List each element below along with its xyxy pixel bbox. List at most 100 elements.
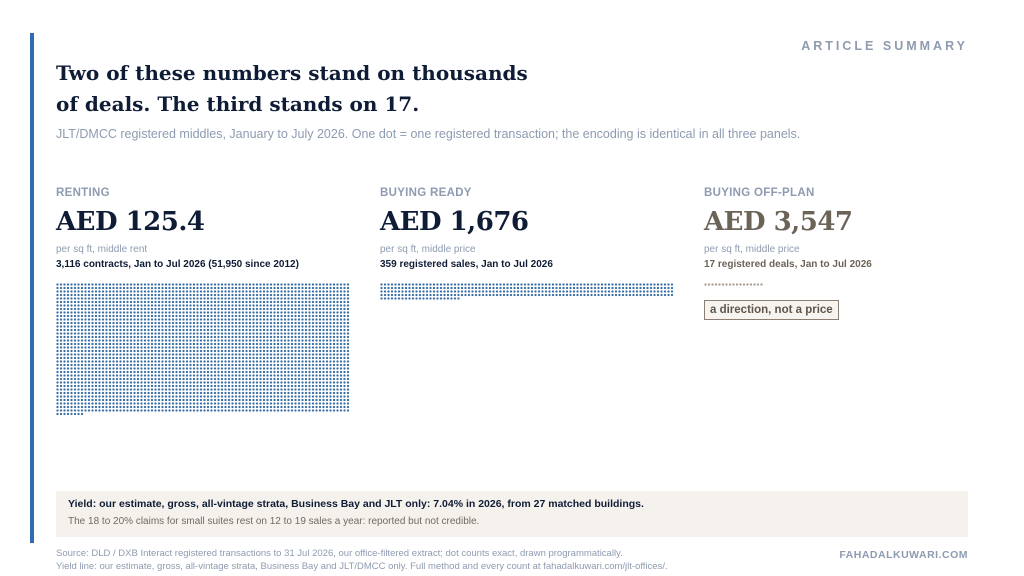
- transaction-dot: [541, 290, 544, 293]
- transaction-dot: [280, 384, 283, 388]
- transaction-dot: [336, 300, 339, 304]
- transaction-dot: [147, 314, 150, 318]
- transaction-dot: [255, 300, 259, 304]
- transaction-dot: [178, 353, 182, 356]
- transaction-dot: [171, 398, 175, 402]
- transaction-dot: [343, 356, 346, 360]
- transaction-dot: [84, 374, 87, 377]
- transaction-dot: [164, 307, 168, 311]
- transaction-dot: [105, 363, 108, 367]
- transaction-dot: [77, 374, 80, 377]
- transaction-dot: [297, 395, 301, 398]
- transaction-dot: [245, 346, 248, 349]
- transaction-dot: [91, 325, 94, 328]
- transaction-dot: [87, 391, 91, 395]
- transaction-dot: [94, 318, 98, 321]
- transaction-dot: [171, 395, 175, 398]
- transaction-dot: [346, 342, 350, 346]
- transaction-dot: [210, 391, 213, 395]
- transaction-dot: [332, 356, 336, 360]
- transaction-dot: [245, 370, 248, 374]
- transaction-dot: [59, 363, 63, 367]
- transaction-dot: [418, 286, 422, 290]
- transaction-dot: [639, 290, 642, 293]
- transaction-dot: [450, 283, 453, 286]
- transaction-dot: [143, 374, 147, 377]
- transaction-dot: [315, 405, 318, 409]
- transaction-dot: [259, 377, 262, 381]
- transaction-dot: [457, 293, 460, 297]
- transaction-dot: [175, 314, 178, 318]
- transaction-dot: [231, 349, 234, 353]
- transaction-dot: [203, 304, 206, 307]
- transaction-dot: [56, 395, 59, 398]
- transaction-dot: [231, 318, 234, 321]
- transaction-dot: [199, 356, 203, 360]
- transaction-dot: [520, 290, 523, 293]
- transaction-dot: [290, 391, 294, 395]
- transaction-dot: [266, 405, 269, 409]
- transaction-dot: [742, 283, 746, 286]
- transaction-dot: [283, 384, 287, 388]
- transaction-dot: [411, 293, 415, 297]
- transaction-dot: [436, 297, 439, 300]
- transaction-dot: [59, 325, 63, 328]
- transaction-dot: [255, 356, 259, 360]
- transaction-dot: [336, 297, 339, 300]
- transaction-dot: [315, 374, 318, 377]
- transaction-dot: [283, 381, 287, 384]
- transaction-dot: [119, 311, 122, 314]
- transaction-dot: [112, 297, 115, 300]
- transaction-dot: [178, 381, 182, 384]
- transaction-dot: [115, 367, 119, 370]
- transaction-dot: [704, 283, 707, 286]
- transaction-dot: [343, 342, 346, 346]
- transaction-dot: [80, 335, 84, 339]
- transaction-dot: [217, 314, 220, 318]
- transaction-dot: [56, 325, 59, 328]
- transaction-dot: [112, 286, 115, 290]
- transaction-dot: [304, 409, 308, 412]
- transaction-dot: [252, 314, 255, 318]
- transaction-dot: [199, 388, 203, 391]
- transaction-dot: [105, 304, 108, 307]
- transaction-dot: [332, 342, 336, 346]
- transaction-dot: [346, 311, 350, 314]
- transaction-dot: [66, 384, 70, 388]
- transaction-dot: [332, 314, 336, 318]
- transaction-dot: [506, 283, 509, 286]
- transaction-dot: [311, 391, 315, 395]
- transaction-dot: [185, 325, 189, 328]
- transaction-dot: [618, 283, 621, 286]
- transaction-dot: [245, 384, 248, 388]
- transaction-dot: [255, 290, 259, 293]
- transaction-dot: [287, 402, 290, 405]
- transaction-dot: [105, 353, 108, 356]
- transaction-dot: [70, 328, 73, 332]
- transaction-dot: [283, 286, 287, 290]
- transaction-dot: [315, 332, 318, 335]
- transaction-dot: [572, 286, 576, 290]
- transaction-dot: [401, 286, 404, 290]
- transaction-dot: [325, 304, 329, 307]
- transaction-dot: [129, 363, 133, 367]
- transaction-dot: [105, 367, 108, 370]
- transaction-dot: [269, 290, 273, 293]
- transaction-dot: [287, 297, 290, 300]
- transaction-dot: [112, 360, 115, 363]
- transaction-dot: [157, 360, 161, 363]
- transaction-dot: [304, 314, 308, 318]
- transaction-dot: [301, 374, 304, 377]
- transaction-dot: [126, 307, 129, 311]
- transaction-dot: [280, 325, 283, 328]
- transaction-dot: [192, 328, 196, 332]
- transaction-dot: [143, 321, 147, 325]
- transaction-dot: [336, 342, 339, 346]
- transaction-dot: [56, 374, 59, 377]
- transaction-dot: [112, 307, 115, 311]
- transaction-dot: [168, 388, 171, 391]
- transaction-dot: [318, 335, 322, 339]
- transaction-dot: [178, 318, 182, 321]
- transaction-dot: [185, 342, 189, 346]
- transaction-dot: [157, 402, 161, 405]
